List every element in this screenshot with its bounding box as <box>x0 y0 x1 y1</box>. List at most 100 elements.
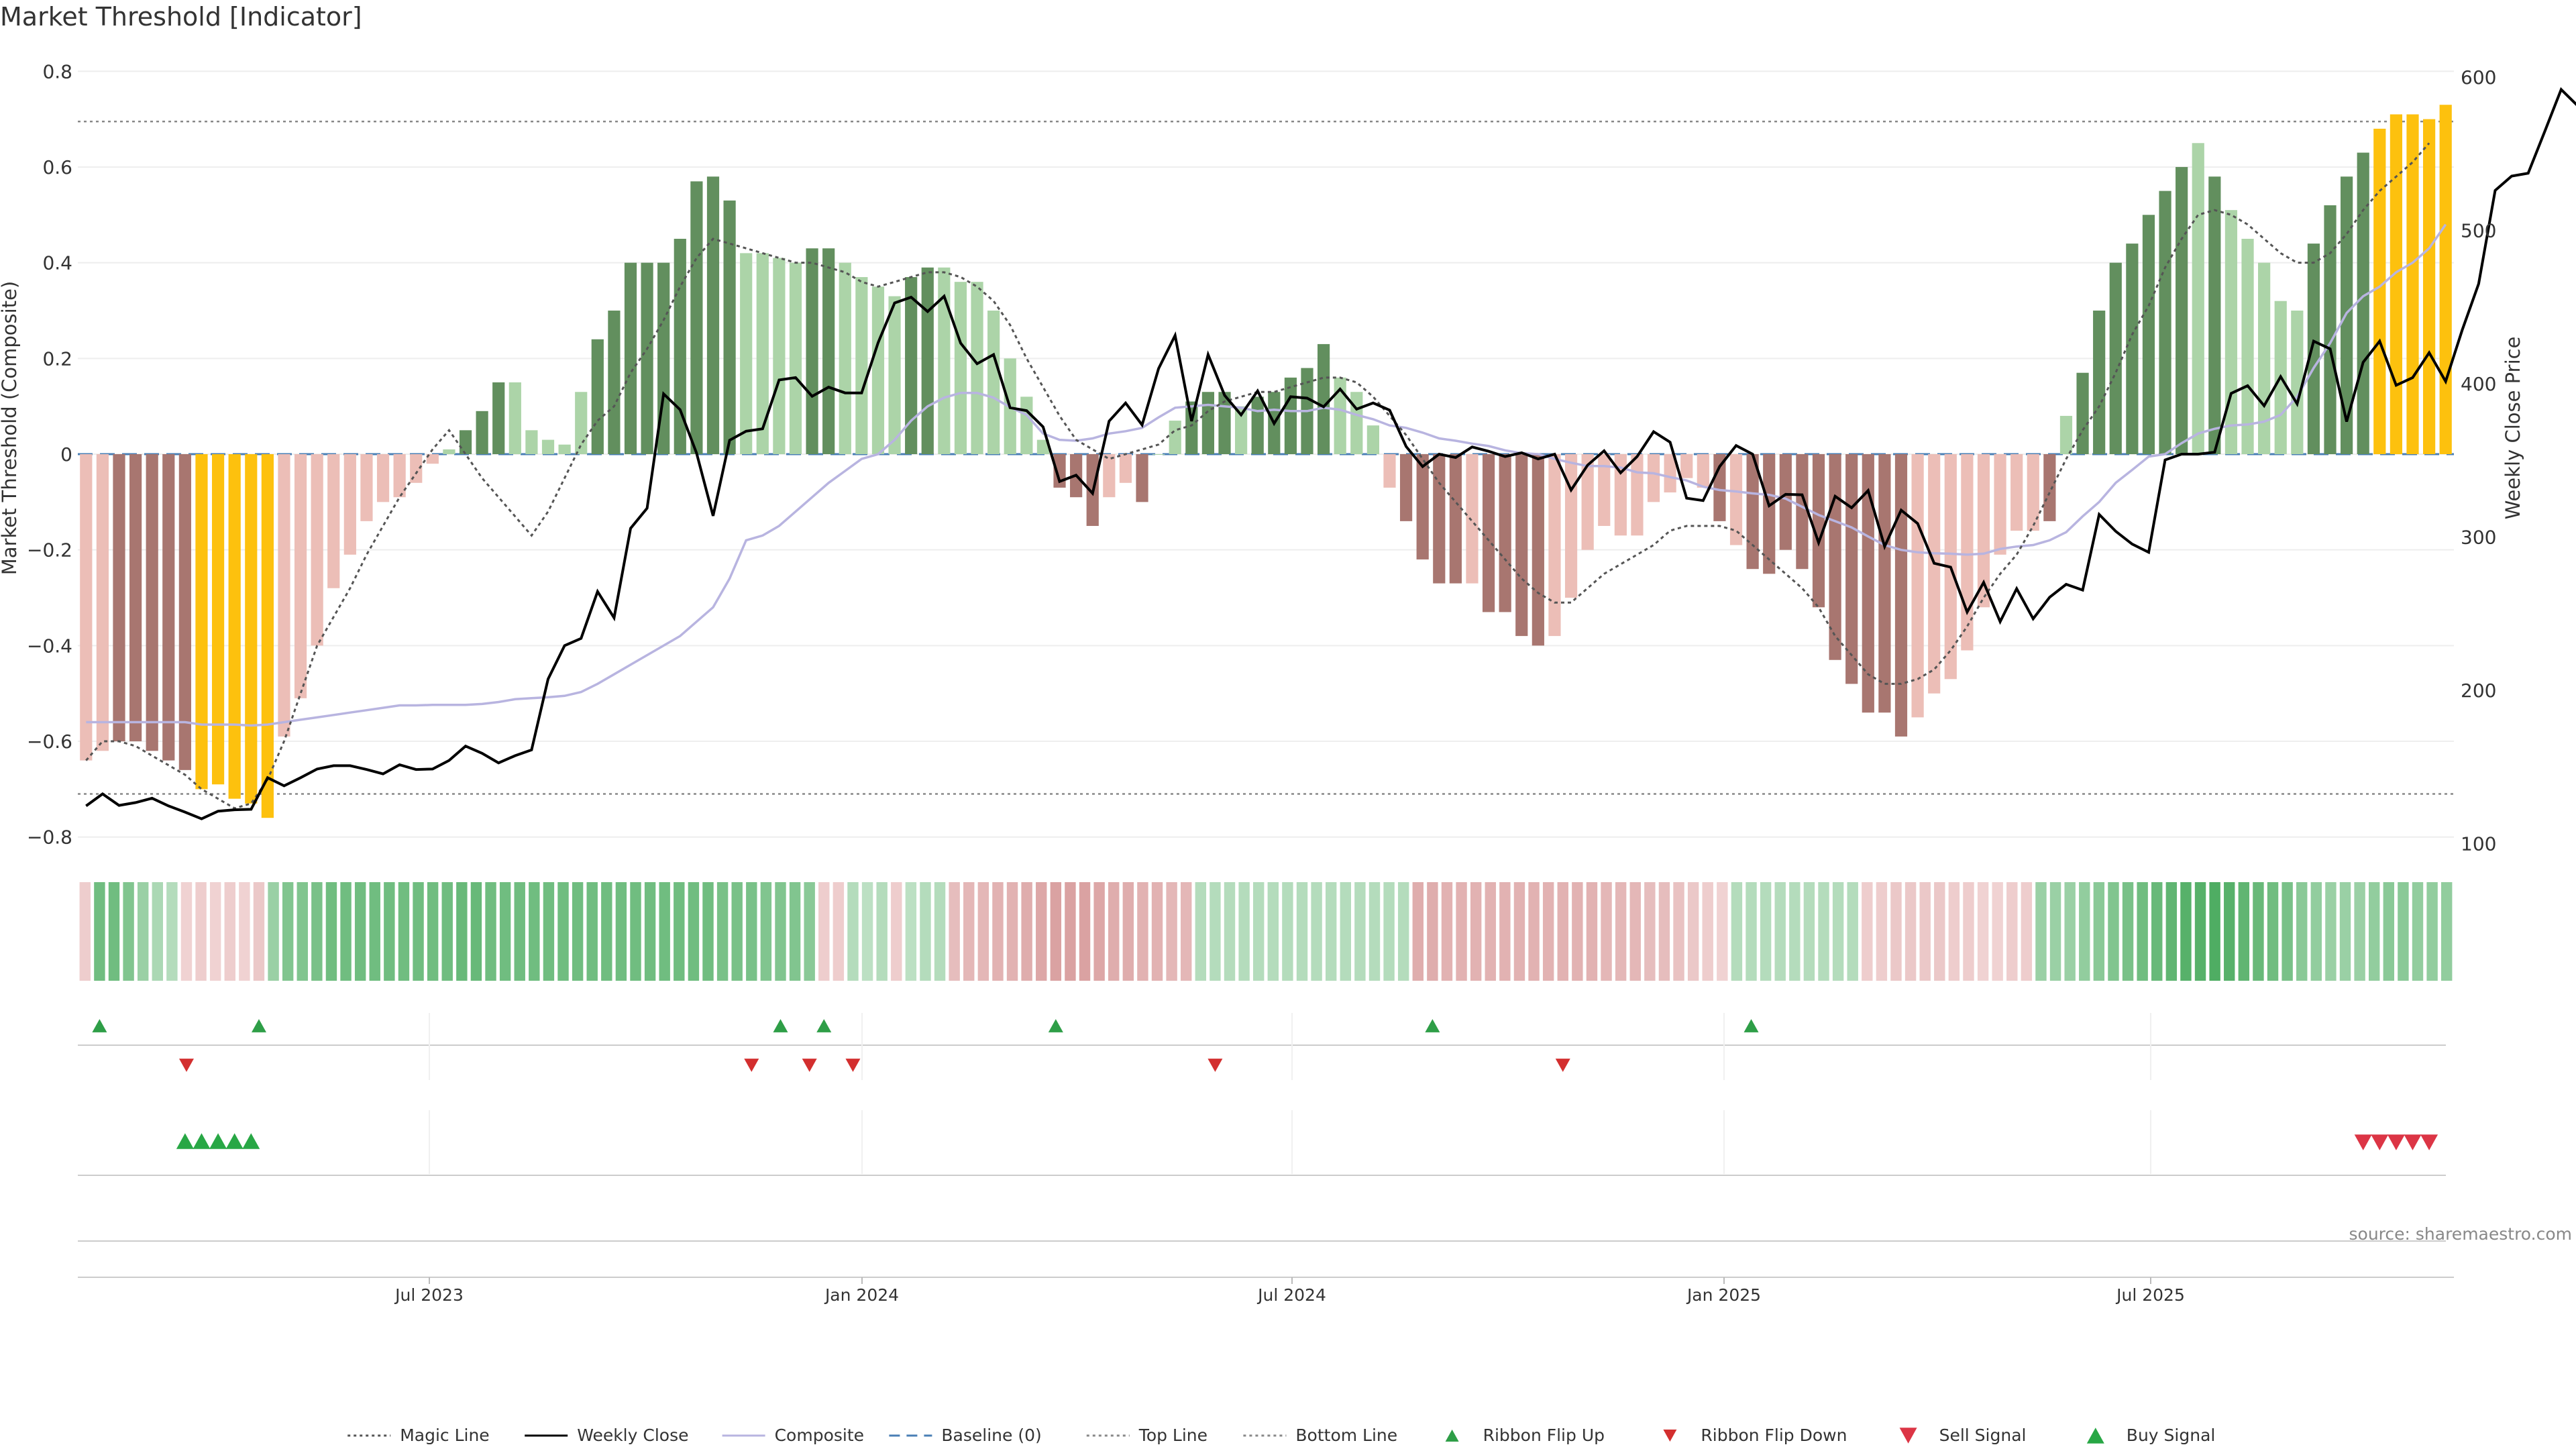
ribbon-cell <box>644 882 656 981</box>
ribbon-cell <box>1036 882 1047 981</box>
y-tick-label: 0.2 <box>42 347 72 370</box>
ribbon-cell <box>2267 882 2279 981</box>
magic-line <box>85 142 2430 810</box>
ribbon-cell <box>166 882 178 981</box>
ribbon-cell <box>1108 882 1120 981</box>
ribbon-cell <box>543 882 555 981</box>
y2-tick-label: 600 <box>2461 66 2496 89</box>
threshold-bar <box>1878 454 1891 713</box>
series-lines <box>85 87 2576 820</box>
threshold-bar <box>822 248 835 454</box>
ribbon-cell <box>1702 882 1713 981</box>
legend-item: Sell Signal <box>1899 1426 2027 1445</box>
ribbon-cell <box>2151 882 2163 981</box>
legend: Magic Line Weekly Close Composite Baseline … <box>347 1426 2215 1445</box>
ribbon-cell <box>1282 882 1293 981</box>
ribbon-cell <box>1456 882 1467 981</box>
ribbon-cell <box>94 882 105 981</box>
threshold-bar <box>1334 377 1346 454</box>
ribbon-cell <box>861 882 873 981</box>
ribbon-cell <box>818 882 830 981</box>
ribbon-cell <box>427 882 439 981</box>
threshold-bar <box>327 454 340 588</box>
ribbon-cell <box>731 882 743 981</box>
threshold-bar <box>410 454 423 483</box>
ribbon-cell <box>2354 882 2365 981</box>
threshold-bar <box>1036 439 1050 454</box>
threshold-bar <box>1614 454 1627 536</box>
threshold-bar <box>2176 166 2188 454</box>
legend-label: Bottom Line <box>1295 1426 1397 1445</box>
threshold-bar <box>228 454 241 799</box>
ribbon-cell <box>253 882 265 981</box>
ribbon-cell <box>325 882 337 981</box>
ribbon-cell <box>369 882 380 981</box>
threshold-bar <box>443 449 455 454</box>
ribbon-cell <box>1572 882 1583 981</box>
threshold-bar <box>2357 152 2369 455</box>
threshold-bar <box>608 310 621 454</box>
ribbon-cell <box>152 882 163 981</box>
ribbon-cell <box>1789 882 1801 981</box>
ribbon-strip <box>79 882 2453 981</box>
threshold-bar <box>2291 310 2304 454</box>
ribbon-cell <box>2238 882 2250 981</box>
legend-item: Weekly Close <box>525 1426 688 1445</box>
ribbon-cell <box>1644 882 1656 981</box>
threshold-bar <box>1136 454 1148 502</box>
y-tick-label: 0.4 <box>42 252 72 274</box>
threshold-bar <box>1746 454 1759 570</box>
threshold-bar <box>162 454 175 761</box>
ribbon-cell <box>1166 882 1177 981</box>
x-tick-label: Jul 2025 <box>2115 1285 2185 1305</box>
threshold-bars <box>80 105 2452 818</box>
ribbon-cell <box>1948 882 1960 981</box>
ribbon-flip-up-marker <box>1425 1019 1440 1032</box>
threshold-bar <box>2390 114 2403 454</box>
ribbon-cell <box>2224 882 2235 981</box>
ribbon-cell <box>1629 882 1641 981</box>
legend-label: Sell Signal <box>1939 1426 2027 1445</box>
ribbon-flip-up-marker <box>251 1019 266 1032</box>
threshold-bar <box>459 430 472 454</box>
ribbon-cell <box>470 882 482 981</box>
ribbon-cell <box>311 882 323 981</box>
threshold-bar <box>80 454 93 761</box>
ribbon-cell <box>1731 882 1743 981</box>
threshold-bar <box>2142 215 2155 454</box>
ribbon-cell <box>514 882 525 981</box>
legend-label: Composite <box>775 1426 864 1445</box>
threshold-bar <box>178 454 191 770</box>
ribbon-cell <box>674 882 685 981</box>
threshold-bar <box>806 248 818 454</box>
threshold-bar <box>1185 401 1198 454</box>
threshold-bar <box>1416 454 1429 559</box>
ribbon-cell <box>2137 882 2148 981</box>
ribbon-cell <box>123 882 134 981</box>
ribbon-cell <box>775 882 786 981</box>
ribbon-cell <box>529 882 540 981</box>
legend-item: Top Line <box>1086 1426 1208 1445</box>
ribbon-cell <box>1673 882 1684 981</box>
ribbon-cell <box>195 882 207 981</box>
ribbon-cell <box>1093 882 1105 981</box>
ribbon-cell <box>209 882 221 981</box>
x-tick-label: Jan 2024 <box>824 1285 899 1305</box>
ribbon-cell <box>963 882 975 981</box>
y2-axis-label: Weekly Close Price <box>2502 337 2524 520</box>
sell-signal-marker <box>2404 1134 2422 1150</box>
threshold-bar <box>987 310 1000 454</box>
threshold-bar <box>1366 425 1379 454</box>
threshold-bar <box>2043 454 2056 521</box>
ribbon-cell <box>1615 882 1627 981</box>
signal-markers <box>78 1013 2446 1242</box>
threshold-bar <box>2224 210 2238 454</box>
ribbon-cell <box>1847 882 1858 981</box>
threshold-bar <box>1532 454 1544 646</box>
ribbon-cell <box>1267 882 1279 981</box>
legend-label: Buy Signal <box>2127 1426 2216 1445</box>
threshold-bar <box>294 454 307 698</box>
ribbon-cell <box>2383 882 2395 981</box>
ribbon-cell <box>1832 882 1844 981</box>
threshold-bar <box>1598 454 1611 527</box>
